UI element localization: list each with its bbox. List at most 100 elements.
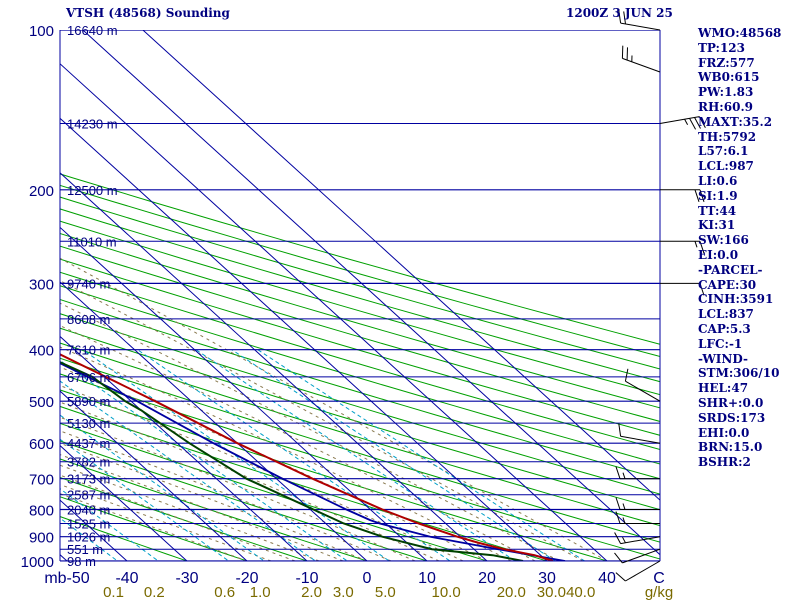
dry-adiabat	[60, 496, 249, 561]
dry-adiabat	[60, 184, 660, 358]
station-title: VTSH (48568) Sounding	[66, 6, 230, 20]
moist-adiabat	[60, 454, 344, 561]
pressure-tick-label: 900	[29, 530, 54, 547]
dry-adiabat	[60, 196, 660, 370]
height-label: 8608 m	[67, 312, 110, 327]
wind-barb	[614, 548, 661, 564]
moist-adiabat	[60, 442, 368, 561]
pressure-tick-label: 400	[29, 343, 54, 360]
height-label: 5890 m	[67, 394, 110, 409]
index-item: WMO:48568	[698, 26, 782, 40]
temperature-tick-label: -10	[295, 570, 318, 587]
wind-barb	[618, 10, 661, 31]
dry-adiabat	[60, 271, 660, 450]
pressure-tick-label: 1000	[21, 554, 54, 571]
index-item: TP:123	[698, 40, 746, 55]
mixing-ratio-label: 30.0	[537, 584, 566, 600]
isotherm	[60, 172, 488, 561]
dewpoint-trace	[60, 361, 524, 561]
temperature-tick-label: 20	[478, 570, 496, 587]
pressure-tick-label: 700	[29, 472, 54, 489]
mixing-ratio-label: 0.6	[214, 584, 235, 600]
index-item: CAPE:30	[698, 277, 757, 292]
moist-adiabat	[60, 384, 464, 561]
index-item: LI:0.6	[698, 173, 738, 188]
index-item: CINH:3591	[698, 292, 774, 307]
observation-time: 1200Z 3 JUN 25	[566, 6, 673, 20]
mixing-ratio-line	[60, 359, 349, 561]
pressure-tick-label: 200	[29, 183, 54, 200]
isotherm	[142, 30, 660, 501]
dry-adiabat	[60, 208, 660, 383]
dry-adiabat	[60, 327, 660, 511]
height-label: 9740 m	[67, 276, 110, 291]
wind-barb	[659, 116, 706, 130]
mixing-ratio-label: 2.0	[301, 584, 322, 600]
temperature-tick-label: -30	[175, 570, 198, 587]
mixing-ratio-label: 0.2	[144, 584, 165, 600]
mixing-ratio-line	[195, 349, 517, 561]
temperature-tick-label: 10	[418, 570, 436, 587]
mixing-ratio-line	[60, 438, 230, 561]
wind-barb	[624, 368, 661, 402]
dry-adiabat	[60, 458, 369, 561]
index-item: WB0:615	[698, 70, 760, 85]
temperature-tick-label: -40	[115, 570, 138, 587]
dry-adiabat	[60, 342, 660, 527]
dry-adiabat	[60, 232, 660, 409]
moist-adiabat	[60, 464, 320, 561]
index-item: RH:60.9	[698, 99, 753, 114]
dry-adiabat	[60, 313, 660, 495]
wind-barb	[615, 511, 660, 524]
temperature-tick-label: 40	[598, 570, 616, 587]
temperature-tick-label: -20	[235, 570, 258, 587]
isotherm	[82, 30, 660, 556]
height-label: 16640 m	[67, 23, 118, 38]
dry-adiabat	[60, 173, 660, 345]
index-item: LCL:837	[698, 307, 754, 322]
moist-adiabat	[60, 430, 392, 561]
wind-barb	[660, 282, 705, 296]
mixing-ratio-line	[137, 349, 452, 561]
index-item: -PARCEL-	[698, 262, 763, 277]
dry-adiabat	[60, 299, 660, 480]
wind-barb	[615, 560, 661, 582]
height-label: 6706 m	[67, 370, 110, 385]
mixing-ratio-line	[60, 488, 160, 561]
index-item: BRN:15.0	[698, 440, 763, 455]
dry-adiabat	[60, 422, 489, 561]
index-item: TT:44	[698, 203, 737, 218]
temperature-unit-label: C	[653, 570, 665, 587]
index-item: FRZ:577	[698, 55, 755, 70]
wind-barb	[615, 466, 660, 480]
isotherm	[60, 335, 308, 561]
dry-adiabat	[60, 405, 549, 561]
pressure-tick-label: 500	[29, 394, 54, 411]
mixing-ratio-line	[60, 380, 317, 561]
index-item: TH:5792	[698, 129, 757, 144]
dry-adiabat	[60, 516, 189, 561]
height-label: 11010 m	[67, 234, 117, 249]
isotherm	[60, 390, 248, 561]
index-item: SW:166	[698, 233, 749, 248]
mixing-ratio-line	[60, 517, 119, 561]
index-item: SI:1.9	[698, 188, 738, 203]
dry-adiabat	[60, 357, 660, 543]
wind-barb	[660, 240, 705, 254]
mixing-ratio-line	[231, 349, 557, 561]
mixing-ratio-label: 10.0	[431, 584, 460, 600]
height-label: 5130 m	[67, 416, 110, 431]
wind-barb	[618, 423, 661, 444]
mixing-ratio-label: 5.0	[375, 584, 396, 600]
pressure-tick-label: 800	[29, 503, 54, 520]
height-label: 3173 m	[67, 472, 110, 487]
mixing-ratio-line	[257, 349, 586, 561]
dry-adiabat	[60, 220, 660, 396]
mixing-ratio-label: 0.1	[103, 584, 124, 600]
dry-adiabat	[60, 285, 660, 465]
moist-adiabat	[60, 325, 536, 561]
index-item: BSHR:2	[698, 455, 751, 470]
isotherm	[0, 18, 19, 572]
height-label: 98 m	[67, 554, 96, 569]
